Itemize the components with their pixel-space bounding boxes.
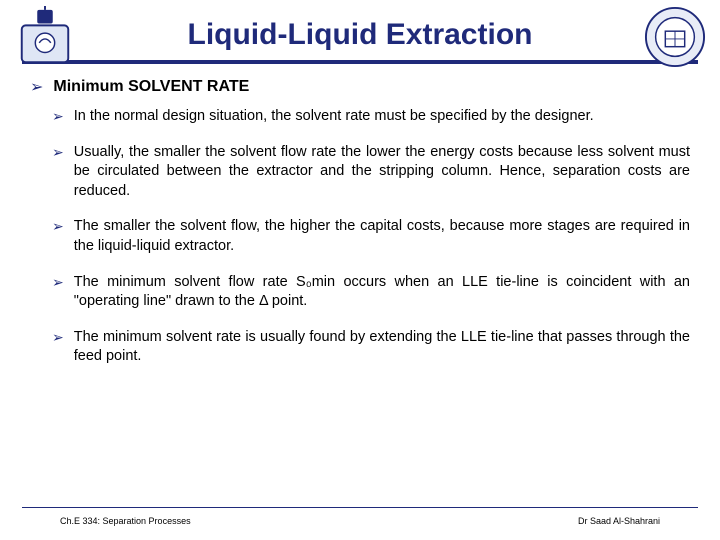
- content-area: ➢ Minimum SOLVENT RATE ➢ In the normal d…: [0, 64, 720, 367]
- footer-rule: [22, 507, 698, 509]
- university-logo-left: [14, 6, 76, 68]
- chevron-right-icon: ➢: [30, 78, 43, 97]
- slide-footer: Ch.E 334: Separation Processes Dr Saad A…: [60, 516, 660, 526]
- chevron-right-icon: ➢: [52, 143, 64, 162]
- bullet-item: ➢ The minimum solvent rate is usually fo…: [52, 328, 690, 367]
- bullet-item: ➢ The minimum solvent flow rate S₀min oc…: [52, 273, 690, 312]
- bullet-text: Usually, the smaller the solvent flow ra…: [74, 143, 690, 202]
- section-heading-text: Minimum SOLVENT RATE: [53, 78, 249, 96]
- bullet-text: The minimum solvent flow rate S₀min occu…: [74, 273, 690, 312]
- section-heading: ➢ Minimum SOLVENT RATE: [30, 78, 690, 97]
- bullet-item: ➢ Usually, the smaller the solvent flow …: [52, 143, 690, 202]
- chevron-right-icon: ➢: [52, 217, 64, 236]
- chevron-right-icon: ➢: [52, 328, 64, 347]
- bullet-item: ➢ In the normal design situation, the so…: [52, 107, 690, 127]
- bullet-text: In the normal design situation, the solv…: [74, 107, 690, 127]
- slide-title: Liquid-Liquid Extraction: [0, 0, 720, 52]
- bullet-text: The smaller the solvent flow, the higher…: [74, 217, 690, 256]
- department-logo-right: [644, 6, 706, 68]
- footer-left: Ch.E 334: Separation Processes: [60, 516, 191, 526]
- bullet-text: The minimum solvent rate is usually foun…: [74, 328, 690, 367]
- bullet-item: ➢ The smaller the solvent flow, the high…: [52, 217, 690, 256]
- footer-right: Dr Saad Al-Shahrani: [578, 516, 660, 526]
- chevron-right-icon: ➢: [52, 273, 64, 292]
- chevron-right-icon: ➢: [52, 107, 64, 126]
